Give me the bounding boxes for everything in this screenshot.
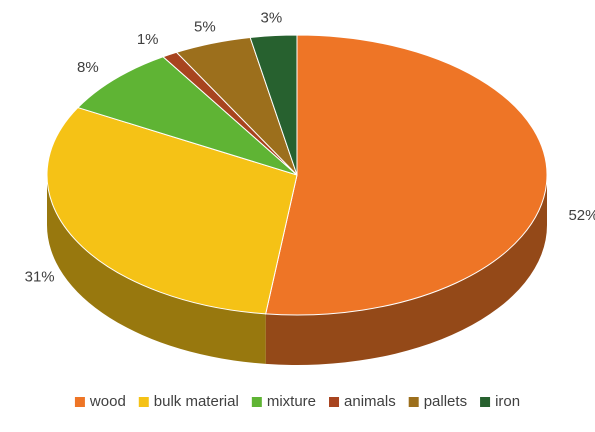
legend-label-pallets: pallets bbox=[424, 393, 467, 410]
legend-item-animals: animals bbox=[329, 393, 396, 410]
legend-swatch-mixture bbox=[251, 397, 262, 407]
legend-item-iron: iron bbox=[480, 393, 520, 410]
legend-label-animals: animals bbox=[344, 393, 396, 410]
pie-side-bulk-material bbox=[47, 175, 266, 364]
legend-label-mixture: mixture bbox=[267, 393, 316, 410]
legend-item-wood: wood bbox=[74, 393, 126, 410]
pie-slice-mixture bbox=[76, 56, 298, 176]
pie-slice-bulk-material bbox=[46, 106, 298, 315]
legend-item-pallets: pallets bbox=[408, 393, 467, 410]
legend: wood bulk material mixture animals pallets ir… bbox=[74, 393, 520, 410]
legend-label-wood: wood bbox=[89, 393, 126, 410]
legend-swatch-animals bbox=[329, 397, 340, 407]
pie-top-layer bbox=[46, 34, 548, 316]
legend-swatch-iron bbox=[480, 397, 491, 407]
legend-swatch-pallets bbox=[408, 397, 419, 407]
data-label-mixture: 8% bbox=[77, 59, 99, 76]
legend-label-iron: iron bbox=[495, 393, 520, 410]
pie-slice-wood bbox=[265, 34, 548, 316]
data-label-wood: 52% bbox=[568, 207, 595, 224]
pie-side-layer bbox=[47, 175, 547, 365]
legend-item-bulk-material: bulk material bbox=[138, 393, 239, 410]
pie-side-wood bbox=[265, 175, 547, 365]
legend-item-mixture: mixture bbox=[251, 393, 316, 410]
data-label-animals: 1% bbox=[137, 31, 159, 48]
data-label-pallets: 5% bbox=[194, 18, 216, 35]
data-label-layer: 52% 31% 8% 1% 5% 3% bbox=[25, 10, 595, 286]
pie-slice-iron bbox=[249, 34, 298, 176]
data-label-bulk-material: 31% bbox=[25, 269, 55, 286]
legend-swatch-wood bbox=[74, 397, 85, 407]
legend-swatch-bulk-material bbox=[138, 397, 149, 407]
legend-label-bulk-material: bulk material bbox=[154, 393, 239, 410]
data-label-iron: 3% bbox=[261, 10, 283, 27]
